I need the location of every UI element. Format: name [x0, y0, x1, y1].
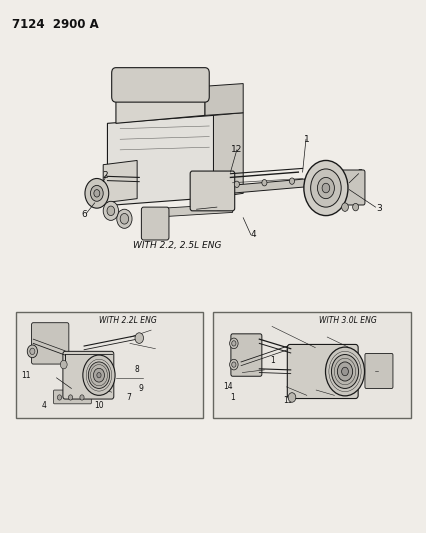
Polygon shape — [213, 113, 243, 198]
FancyBboxPatch shape — [63, 351, 114, 399]
Circle shape — [234, 181, 239, 188]
Circle shape — [341, 367, 348, 376]
Text: 4: 4 — [314, 388, 319, 397]
Circle shape — [120, 214, 128, 224]
FancyBboxPatch shape — [337, 170, 364, 205]
Circle shape — [288, 393, 295, 402]
Text: 9: 9 — [138, 384, 144, 393]
Circle shape — [317, 177, 334, 199]
Circle shape — [331, 354, 358, 389]
Circle shape — [27, 345, 37, 358]
Polygon shape — [103, 160, 137, 203]
Circle shape — [107, 206, 115, 216]
Circle shape — [94, 190, 100, 197]
FancyBboxPatch shape — [287, 344, 357, 399]
Polygon shape — [115, 86, 204, 123]
Text: 12: 12 — [230, 146, 242, 155]
Text: 3: 3 — [375, 204, 381, 213]
Circle shape — [231, 362, 236, 367]
Text: 4: 4 — [250, 230, 256, 239]
Text: 1: 1 — [270, 357, 275, 366]
Circle shape — [90, 185, 103, 201]
Text: 2: 2 — [376, 380, 380, 389]
Circle shape — [310, 169, 340, 207]
Circle shape — [30, 348, 35, 354]
Circle shape — [93, 368, 104, 382]
Polygon shape — [230, 179, 304, 193]
Text: 1: 1 — [230, 393, 234, 402]
Text: 7124  2900 A: 7124 2900 A — [12, 18, 98, 31]
Text: 8: 8 — [135, 366, 139, 374]
Circle shape — [60, 360, 67, 369]
Text: 11: 11 — [21, 370, 31, 379]
Circle shape — [80, 395, 84, 400]
Bar — [16, 312, 202, 418]
Circle shape — [97, 373, 101, 378]
FancyBboxPatch shape — [230, 334, 261, 376]
FancyBboxPatch shape — [364, 353, 392, 389]
Polygon shape — [107, 115, 213, 206]
FancyBboxPatch shape — [112, 68, 209, 102]
Circle shape — [337, 362, 352, 381]
Circle shape — [341, 203, 348, 212]
Circle shape — [116, 209, 132, 228]
Circle shape — [352, 204, 358, 211]
Text: 2: 2 — [356, 169, 362, 178]
Text: 1: 1 — [303, 135, 309, 144]
FancyBboxPatch shape — [141, 207, 169, 240]
Circle shape — [135, 333, 143, 343]
Bar — [213, 312, 410, 418]
FancyBboxPatch shape — [53, 390, 91, 404]
Text: 3: 3 — [325, 346, 330, 355]
Circle shape — [68, 395, 72, 400]
Circle shape — [88, 362, 109, 389]
Circle shape — [229, 359, 238, 370]
Circle shape — [289, 178, 294, 184]
Polygon shape — [145, 204, 232, 217]
Text: WITH 3.0L ENG: WITH 3.0L ENG — [318, 316, 376, 325]
Circle shape — [57, 395, 61, 400]
Circle shape — [85, 179, 109, 208]
Text: 13: 13 — [62, 388, 72, 397]
Circle shape — [103, 201, 118, 220]
Circle shape — [303, 160, 347, 216]
Polygon shape — [204, 84, 243, 115]
Text: 5: 5 — [214, 204, 220, 213]
Text: 14: 14 — [223, 382, 233, 391]
Circle shape — [325, 347, 364, 396]
Text: 15: 15 — [282, 395, 292, 405]
Circle shape — [321, 183, 329, 193]
Circle shape — [261, 180, 266, 186]
Circle shape — [229, 338, 238, 349]
Text: 10: 10 — [94, 401, 104, 410]
FancyBboxPatch shape — [190, 171, 234, 211]
Text: 6: 6 — [81, 210, 87, 219]
Circle shape — [83, 355, 115, 395]
Text: 2: 2 — [102, 171, 108, 180]
Text: WITH 2.2L ENG: WITH 2.2L ENG — [99, 316, 157, 325]
FancyBboxPatch shape — [32, 322, 69, 364]
Text: WITH 2.2, 2.5L ENG: WITH 2.2, 2.5L ENG — [133, 241, 221, 250]
Text: 4: 4 — [41, 401, 46, 410]
Text: 7: 7 — [126, 393, 131, 402]
Circle shape — [231, 341, 236, 346]
